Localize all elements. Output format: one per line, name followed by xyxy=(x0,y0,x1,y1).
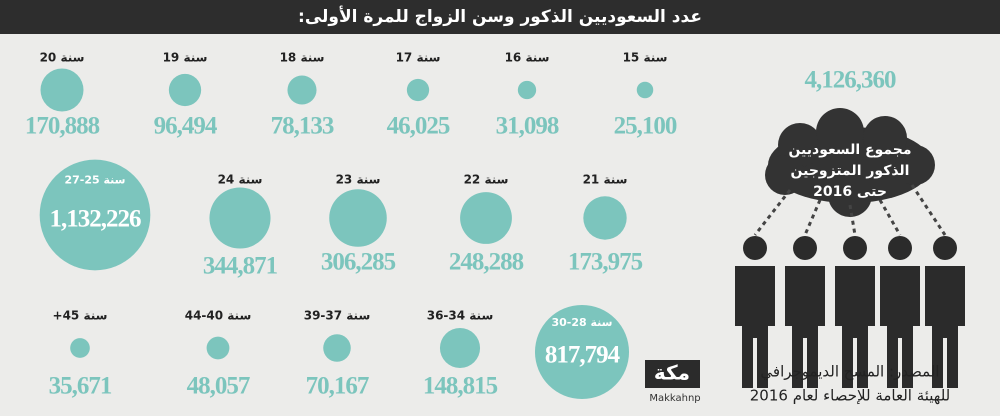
total-caption: حتى 2016 xyxy=(813,184,887,200)
category-label: 15 سنة xyxy=(623,51,668,65)
bubble xyxy=(323,334,351,362)
value-label: 78,133 xyxy=(271,113,334,140)
bubble xyxy=(209,187,271,249)
value-label: 35,671 xyxy=(49,373,112,400)
category-label: 39-37 سنة xyxy=(304,309,371,323)
category-label: 19 سنة xyxy=(163,51,208,65)
value-label: 148,815 xyxy=(423,373,498,400)
category-label: 18 سنة xyxy=(280,51,325,65)
value-label: 96,494 xyxy=(154,113,218,140)
person-head xyxy=(843,236,867,260)
people xyxy=(735,236,965,388)
chart-title: عدد السعوديين الذكور وسن الزواج للمرة ال… xyxy=(298,6,702,27)
category-label: 24 سنة xyxy=(218,173,263,187)
bubble xyxy=(534,304,630,400)
person-body xyxy=(785,266,825,388)
value-label: 46,025 xyxy=(387,113,450,140)
value-label: 70,167 xyxy=(306,373,369,400)
bubble xyxy=(206,336,230,360)
bubble xyxy=(439,327,481,369)
total: 4,126,360 xyxy=(805,67,897,94)
person-head xyxy=(888,236,912,260)
person-body xyxy=(880,266,920,388)
category-label: 27-25 سنة xyxy=(65,174,126,187)
category-label: 44-40 سنة xyxy=(185,309,252,323)
bubble xyxy=(168,73,202,107)
category-label: 36-34 سنة xyxy=(427,309,494,323)
logo: مكة Makkahnp xyxy=(645,360,701,404)
source: للهيئة العامة للإحصاء لعام 2016 xyxy=(750,387,951,405)
value-label: 306,285 xyxy=(321,249,396,276)
category-label: 23 سنة xyxy=(336,173,381,187)
category-label: 17 سنة xyxy=(396,51,441,65)
person-body xyxy=(735,266,775,388)
value-label: 48,057 xyxy=(187,373,250,400)
value-label: 1,132,226 xyxy=(50,205,142,232)
category-label: 30-28 سنة xyxy=(552,316,613,329)
person-head xyxy=(793,236,817,260)
person-body xyxy=(835,266,875,388)
bubble xyxy=(70,338,90,358)
connectors xyxy=(753,184,947,236)
bubble xyxy=(287,75,317,105)
title-bar xyxy=(0,0,1000,34)
category-label: 22 سنة xyxy=(464,173,509,187)
category-label: 21 سنة xyxy=(583,173,628,187)
value-label: 170,888 xyxy=(25,113,100,140)
person-head xyxy=(743,236,767,260)
logo-text: مكة xyxy=(654,361,690,385)
bubble xyxy=(40,68,84,112)
source: المصدر: المسح الديموجرافي xyxy=(760,363,939,382)
bubble xyxy=(517,80,537,100)
cloud xyxy=(765,108,935,217)
category-label: 16 سنة xyxy=(505,51,550,65)
bubble xyxy=(39,159,151,271)
total-caption: الذكور المتزوجين xyxy=(791,163,910,179)
category-label: 20 سنة xyxy=(40,51,85,65)
value-label: 31,098 xyxy=(496,113,559,140)
bubble xyxy=(636,81,654,99)
value-label: 173,975 xyxy=(568,249,643,276)
value-label: 817,794 xyxy=(545,341,621,368)
value-label: 248,288 xyxy=(449,249,524,276)
total-caption: مجموع السعوديين xyxy=(788,142,911,158)
handle: Makkahnp xyxy=(649,393,700,404)
bubble xyxy=(329,189,387,247)
value-label: 25,100 xyxy=(614,113,677,140)
value-label: 344,871 xyxy=(203,253,278,280)
person-head xyxy=(933,236,957,260)
category-label: +45 سنة xyxy=(53,309,108,323)
bubble xyxy=(460,192,512,244)
bubble xyxy=(406,78,430,102)
bubble xyxy=(583,196,627,240)
person-body xyxy=(925,266,965,388)
